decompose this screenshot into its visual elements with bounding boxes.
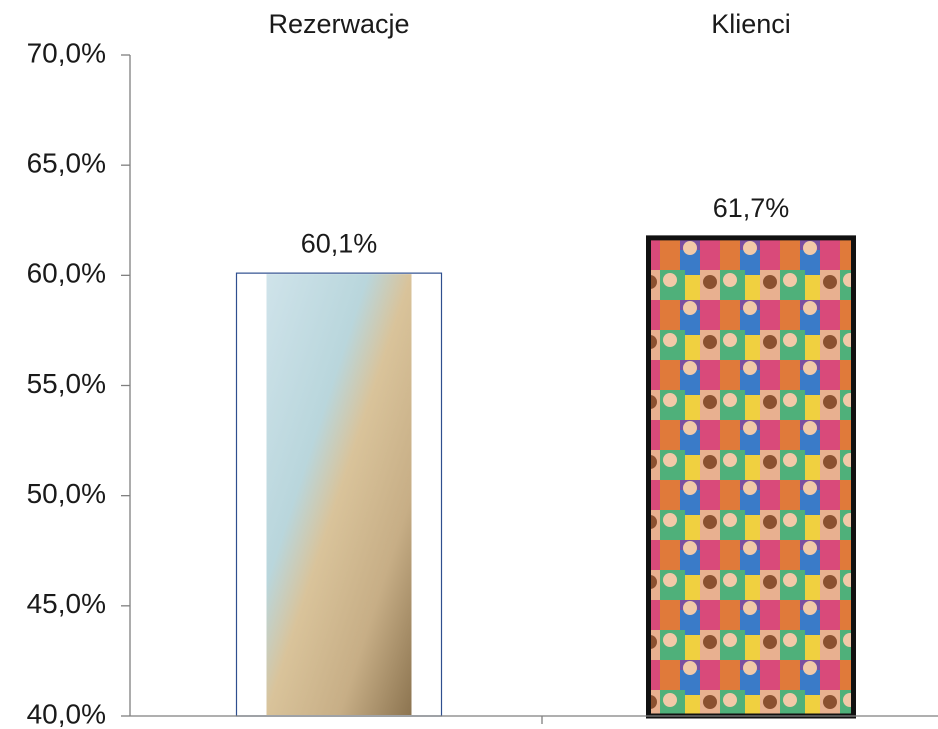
value-label: 61,7%: [713, 193, 790, 223]
bar-image: [266, 274, 412, 715]
bar: [646, 235, 856, 719]
category-label: Klienci: [711, 9, 791, 39]
y-tick-label: 65,0%: [27, 148, 106, 179]
y-tick-label: 60,0%: [27, 258, 106, 289]
y-tick-label: 45,0%: [27, 588, 106, 619]
y-tick-label: 50,0%: [27, 478, 106, 509]
value-label: 60,1%: [301, 228, 378, 258]
category-label: Rezerwacje: [268, 9, 409, 39]
y-tick-label: 55,0%: [27, 368, 106, 399]
y-tick-label: 70,0%: [27, 37, 106, 68]
y-tick-label: 40,0%: [27, 698, 106, 729]
